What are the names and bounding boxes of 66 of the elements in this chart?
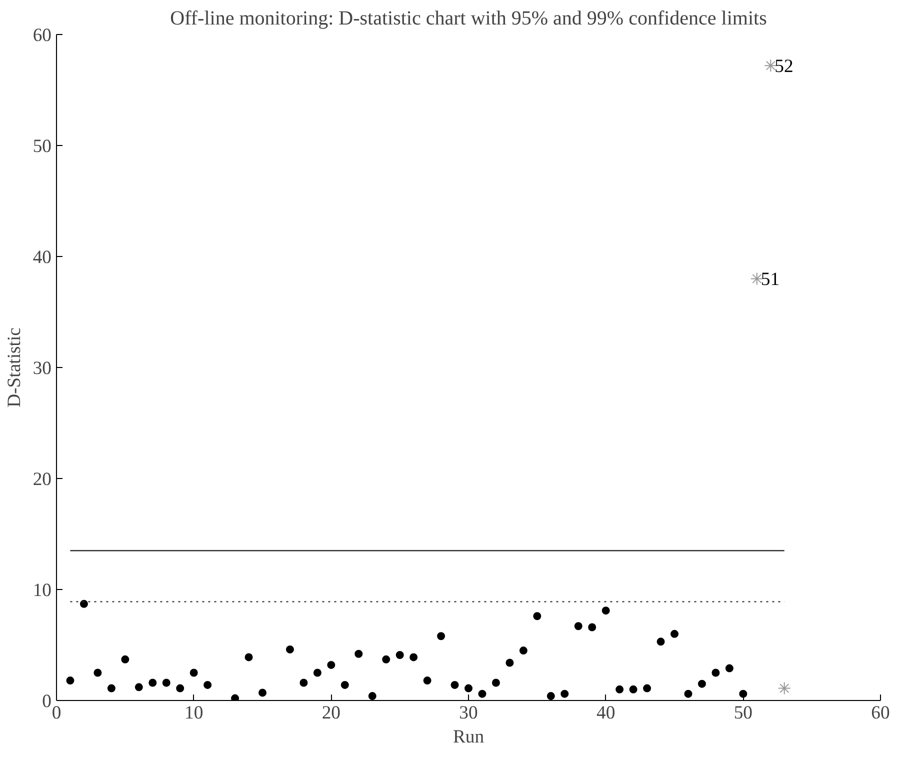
point bbox=[176, 684, 184, 692]
x-tick-label: 60 bbox=[871, 702, 890, 724]
point bbox=[684, 690, 692, 698]
point bbox=[368, 692, 376, 700]
point bbox=[643, 684, 652, 692]
point bbox=[492, 678, 500, 687]
point bbox=[546, 692, 555, 700]
y-tick-label: 50 bbox=[32, 136, 52, 157]
point bbox=[437, 632, 446, 640]
point bbox=[574, 622, 582, 630]
x-tick-label: 30 bbox=[459, 702, 478, 724]
y-tick-label: 10 bbox=[32, 580, 52, 601]
point bbox=[286, 645, 294, 654]
point bbox=[410, 653, 418, 662]
y-tick-label: 20 bbox=[32, 469, 52, 490]
point bbox=[450, 680, 459, 689]
point bbox=[204, 680, 212, 689]
point bbox=[602, 606, 610, 615]
point bbox=[340, 680, 349, 689]
point bbox=[258, 688, 266, 697]
point bbox=[162, 678, 170, 687]
point bbox=[670, 630, 678, 638]
point bbox=[107, 684, 116, 692]
point bbox=[313, 668, 322, 677]
point bbox=[94, 668, 102, 677]
point bbox=[382, 655, 390, 664]
point bbox=[80, 600, 88, 608]
x-tick-label: 40 bbox=[596, 702, 616, 724]
x-tick-label: 20 bbox=[322, 702, 340, 724]
x-axis-title: Run bbox=[452, 726, 485, 748]
x-tick-label: 10 bbox=[184, 702, 204, 724]
point bbox=[244, 653, 253, 662]
y-tick-label: 30 bbox=[32, 358, 52, 379]
chart-title: Off-line monitoring: D-statistic chart with 95% and 99% confidence limits bbox=[170, 8, 768, 30]
point bbox=[121, 655, 130, 664]
point bbox=[588, 623, 596, 632]
point bbox=[354, 650, 363, 658]
point bbox=[478, 690, 486, 698]
point bbox=[300, 678, 308, 687]
y-tick-label: 60 bbox=[32, 25, 52, 46]
point bbox=[506, 658, 514, 667]
point bbox=[616, 685, 624, 694]
y-tick-label: 40 bbox=[32, 247, 52, 268]
point bbox=[148, 678, 157, 687]
point bbox=[396, 650, 404, 659]
point bbox=[739, 690, 748, 698]
point bbox=[134, 683, 143, 692]
point bbox=[712, 668, 720, 677]
annotation: 52 bbox=[774, 56, 794, 78]
point bbox=[778, 682, 791, 695]
point bbox=[66, 676, 74, 685]
point bbox=[327, 660, 336, 669]
point bbox=[629, 685, 638, 694]
annotation: 51 bbox=[760, 269, 780, 290]
point bbox=[533, 612, 542, 620]
point bbox=[190, 668, 198, 677]
point bbox=[698, 680, 706, 688]
y-axis-title: D-Statistic bbox=[4, 328, 25, 408]
point bbox=[656, 638, 665, 646]
point bbox=[464, 684, 472, 692]
point bbox=[231, 694, 240, 700]
x-tick-label: 50 bbox=[734, 702, 752, 724]
point bbox=[725, 664, 734, 672]
point bbox=[423, 676, 432, 685]
point bbox=[560, 690, 569, 698]
point bbox=[519, 646, 528, 655]
